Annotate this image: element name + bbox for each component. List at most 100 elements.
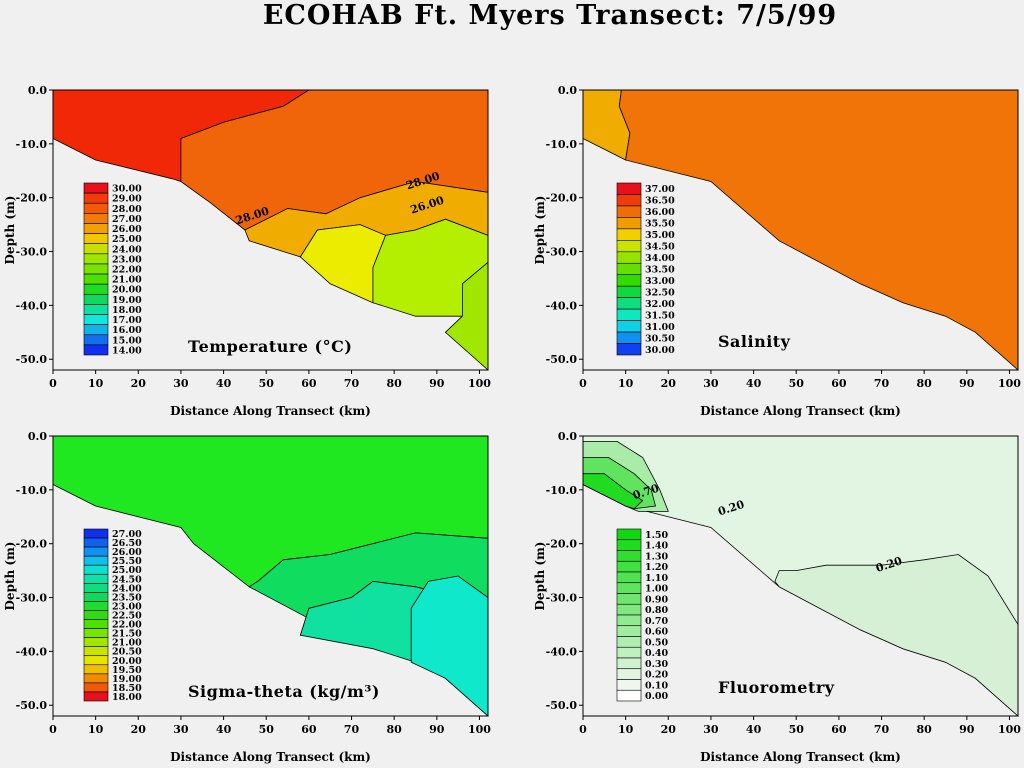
colorbar-swatch [616,240,642,253]
x-tick-label: 30 [703,377,719,390]
plot-frame [582,435,1019,717]
colorbar-label: 33.00 [645,276,675,287]
panel-title: Temperature (°C) [188,337,352,356]
colorbar-swatch [616,571,642,584]
x-tick-label: 10 [618,377,634,390]
y-tick-label: -40.0 [16,645,48,658]
x-tick-label: 0 [49,377,57,390]
colorbar-label: 0.50 [645,637,669,648]
colorbar-swatch [616,297,642,310]
plot-frame [52,435,489,717]
y-tick-label: -30.0 [16,592,48,605]
colorbar-swatch [83,564,109,575]
colorbar-swatch [83,223,109,234]
colorbar-label: 1.20 [645,562,669,573]
y-tick-label: -20.0 [16,192,48,205]
colorbar-swatch [616,194,642,207]
colorbar-swatch [83,655,109,666]
x-tick-label: 10 [88,377,104,390]
colorbar-label: 27.00 [112,214,142,225]
panel-1: 0 10 20 30 40 50 60 70 80 90 100 0.0 -10.0 -20.0 -30.0… [3,84,491,418]
colorbar-label: 18.50 [112,683,142,694]
x-tick-label: 20 [131,723,147,736]
colorbar-label: 32.00 [645,299,675,310]
colorbar-swatch [83,592,109,602]
colorbar-swatch [616,539,642,551]
x-tick-label: 60 [831,723,847,736]
colorbar-swatch [616,320,642,333]
colorbar-label: 0.00 [645,691,669,702]
y-axis-label: Depth (m) [3,542,17,611]
colorbar-label: 0.30 [645,659,669,670]
colorbar-label: 30.50 [645,333,675,344]
x-tick-label: 50 [789,377,805,390]
colorbar-swatch [83,673,109,684]
colorbar-swatch [616,343,642,356]
colorbar-label: 21.00 [112,275,142,286]
x-tick-label: 30 [173,723,189,736]
y-tick-label: 0.0 [558,430,577,443]
colorbar-swatch [616,550,642,562]
colorbar-swatch [616,657,642,670]
x-tick-label: 20 [131,377,147,390]
x-tick-label: 40 [746,377,762,390]
x-tick-label: 90 [959,377,975,390]
x-tick-label: 90 [429,377,445,390]
x-tick-label: 80 [917,377,933,390]
x-axis-label: Distance Along Transect (km) [700,750,901,764]
x-tick-label: 10 [618,723,634,736]
y-tick-label: -30.0 [546,592,578,605]
colorbar-label: 24.00 [112,244,142,255]
colorbar-swatch [83,273,109,285]
colorbar-swatch [83,628,109,638]
x-tick-label: 80 [387,377,403,390]
colorbar: 30.0029.0028.0027.0026.0025.0024.0023.00… [83,182,142,356]
colorbar-label: 18.00 [112,692,142,703]
y-tick-label: -30.0 [546,246,578,259]
colorbar-swatch [83,691,109,702]
x-tick-label: 50 [259,377,275,390]
page-title: ECOHAB Ft. Myers Transect: 7/5/99 [262,0,838,31]
colorbar: 1.501.401.301.201.101.000.900.800.700.60… [616,528,669,702]
x-tick-label: 50 [789,723,805,736]
x-tick-label: 100 [998,377,1021,390]
colorbar-label: 19.00 [112,295,142,306]
colorbar-swatch [616,593,642,605]
colorbar-label: 36.50 [645,196,675,207]
colorbar-label: 19.00 [112,674,142,685]
colorbar-label: 20.00 [112,285,142,296]
colorbar-swatch [83,233,109,245]
colorbar-swatch [83,324,109,336]
colorbar-label: 15.00 [112,335,142,346]
colorbar-swatch [616,646,642,659]
colorbar-label: 36.00 [645,207,675,218]
colorbar-label: 1.50 [645,530,669,541]
colorbar-swatch [83,344,109,356]
y-tick-label: -30.0 [16,246,48,259]
colorbar-swatch [616,603,642,616]
colorbar-swatch [83,583,109,593]
colorbar-swatch [83,283,109,295]
y-axis-label: Depth (m) [533,542,547,611]
colorbar-swatch [616,636,642,648]
colorbar-label: 21.50 [112,629,142,640]
x-tick-label: 80 [917,723,933,736]
x-tick-label: 70 [344,377,360,390]
colorbar-label: 34.00 [645,253,675,264]
colorbar-label: 1.40 [645,541,669,552]
colorbar-swatch [83,293,109,305]
colorbar-label: 1.00 [645,584,669,595]
colorbar-label: 24.00 [112,583,142,594]
colorbar-swatch [83,314,109,325]
colorbar-swatch [83,682,109,693]
colorbar-label: 22.00 [112,265,142,276]
colorbar-swatch [616,182,642,195]
x-tick-label: 40 [216,377,232,390]
colorbar-label: 34.50 [645,242,675,253]
colorbar-label: 1.30 [645,551,669,562]
colorbar-swatch [83,202,109,214]
colorbar-swatch [83,546,109,557]
y-tick-label: -50.0 [546,699,578,712]
y-tick-label: -50.0 [546,353,578,366]
colorbar-label: 31.50 [645,310,675,321]
